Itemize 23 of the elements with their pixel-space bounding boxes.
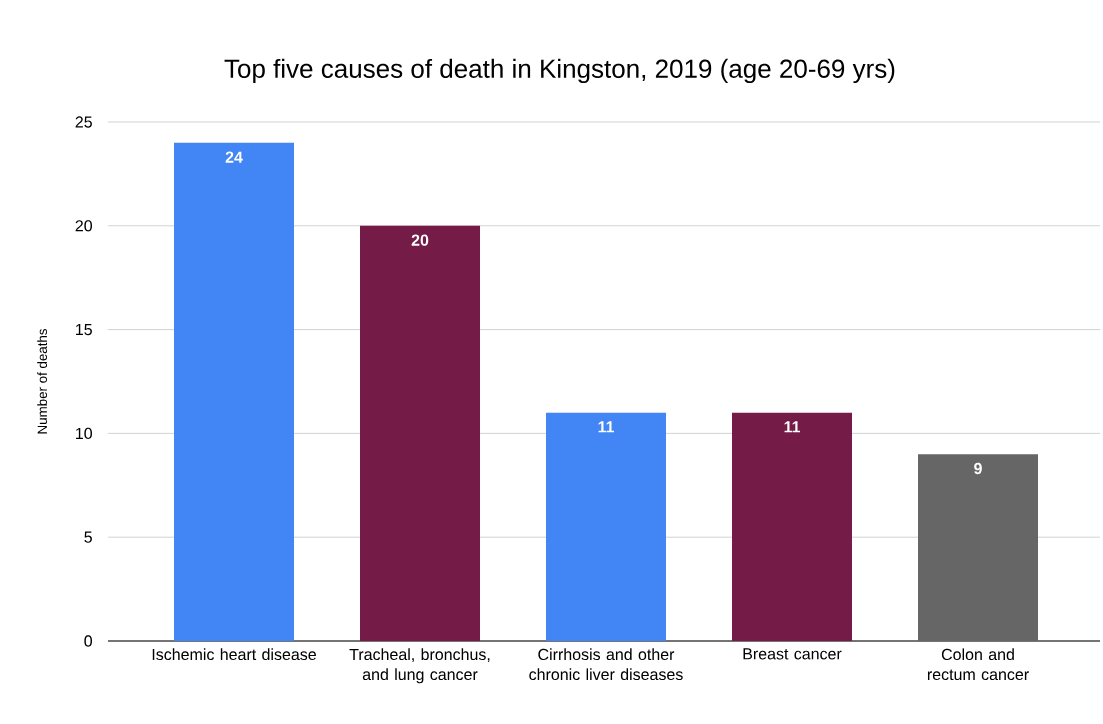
- data-label: 20: [411, 234, 429, 246]
- y-tick-label: 20: [75, 220, 93, 232]
- x-tick-label: Cirrhosis and other chronic liver diseases: [529, 648, 683, 681]
- y-tick-label: 15: [76, 324, 92, 336]
- data-label: 24: [225, 151, 243, 163]
- data-label: 11: [598, 421, 615, 433]
- data-label: 9: [974, 462, 982, 475]
- x-tick-label: Tracheal, bronchus, and lung cancer: [349, 648, 490, 684]
- bar: [732, 412, 853, 641]
- y-tick-label: 10: [76, 427, 93, 440]
- x-tick-label: Ischemic heart disease: [152, 648, 316, 661]
- y-tick-label: 25: [75, 116, 92, 128]
- bar: [360, 225, 481, 641]
- data-label: 11: [784, 421, 801, 433]
- bar: [174, 142, 295, 641]
- y-axis-title: Number of deaths: [37, 329, 48, 434]
- y-tick-label: 5: [84, 531, 92, 543]
- chart-title: Top five causes of death in Kingston, 2019 (age 20-69 yrs): [224, 58, 895, 84]
- x-tick-label: Breast cancer: [743, 648, 842, 660]
- bar: [918, 454, 1038, 641]
- x-tick-label: Colon and rectum cancer: [927, 648, 1029, 681]
- y-tick-label: 0: [84, 635, 93, 647]
- bar: [546, 412, 667, 641]
